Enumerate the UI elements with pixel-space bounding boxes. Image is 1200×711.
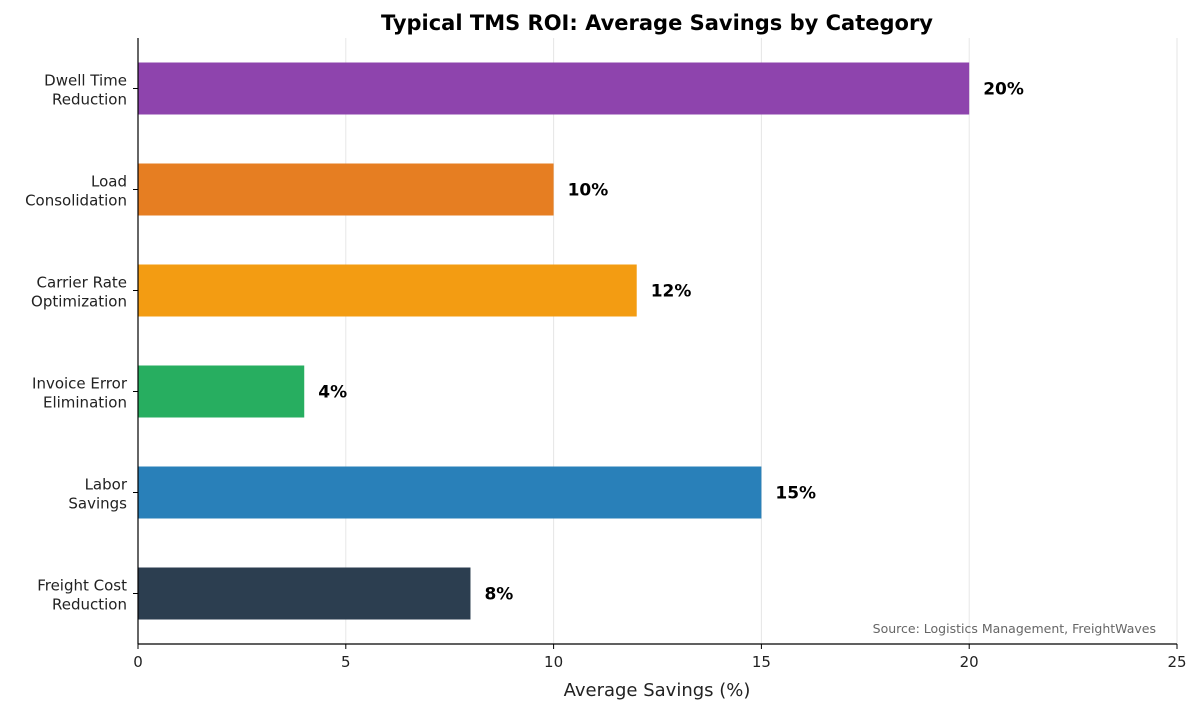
y-tick-label-line: Invoice Error bbox=[32, 375, 128, 393]
bar bbox=[138, 365, 305, 418]
x-tick-label: 20 bbox=[960, 653, 979, 671]
x-tick-label: 0 bbox=[133, 653, 143, 671]
y-tick-label-line: Savings bbox=[68, 495, 127, 513]
chart-title: Typical TMS ROI: Average Savings by Cate… bbox=[381, 11, 933, 35]
x-tick-label: 10 bbox=[544, 653, 563, 671]
x-tick-label: 25 bbox=[1167, 653, 1186, 671]
y-tick-label: Freight Cost Reduction bbox=[37, 577, 127, 614]
y-tick-label: Labor Savings bbox=[68, 476, 127, 513]
y-tick-label-line: Load bbox=[91, 173, 127, 191]
y-tick-label: Invoice Error Elimination bbox=[32, 375, 128, 412]
bar bbox=[138, 264, 637, 317]
data-label: 12% bbox=[651, 282, 692, 302]
x-tick-label: 15 bbox=[752, 653, 771, 671]
data-label: 4% bbox=[318, 383, 347, 403]
data-label: 8% bbox=[484, 585, 513, 605]
y-tick-label-line: Optimization bbox=[31, 293, 127, 311]
y-tick-label-line: Dwell Time bbox=[44, 72, 127, 90]
y-tick-label-line: Carrier Rate bbox=[37, 274, 127, 292]
bar bbox=[138, 466, 762, 519]
bar bbox=[138, 163, 554, 216]
y-tick-label-line: Labor bbox=[85, 476, 128, 494]
bar bbox=[138, 62, 970, 115]
data-label: 15% bbox=[775, 484, 816, 504]
y-tick-label-line: Reduction bbox=[52, 596, 127, 614]
data-label: 20% bbox=[983, 80, 1024, 100]
x-axis-label: Average Savings (%) bbox=[564, 680, 751, 701]
bar bbox=[138, 567, 471, 620]
y-tick-label-line: Consolidation bbox=[25, 192, 127, 210]
y-tick-label-line: Reduction bbox=[52, 91, 127, 109]
source-annotation: Source: Logistics Management, FreightWav… bbox=[873, 621, 1156, 636]
y-tick-label-line: Freight Cost bbox=[37, 577, 127, 595]
x-tick-label: 5 bbox=[341, 653, 351, 671]
y-tick-label: Dwell Time Reduction bbox=[44, 72, 127, 109]
y-tick-label: Load Consolidation bbox=[25, 173, 127, 210]
y-tick-label-line: Elimination bbox=[43, 394, 127, 412]
data-label: 10% bbox=[568, 181, 609, 201]
y-tick-label: Carrier Rate Optimization bbox=[31, 274, 127, 311]
